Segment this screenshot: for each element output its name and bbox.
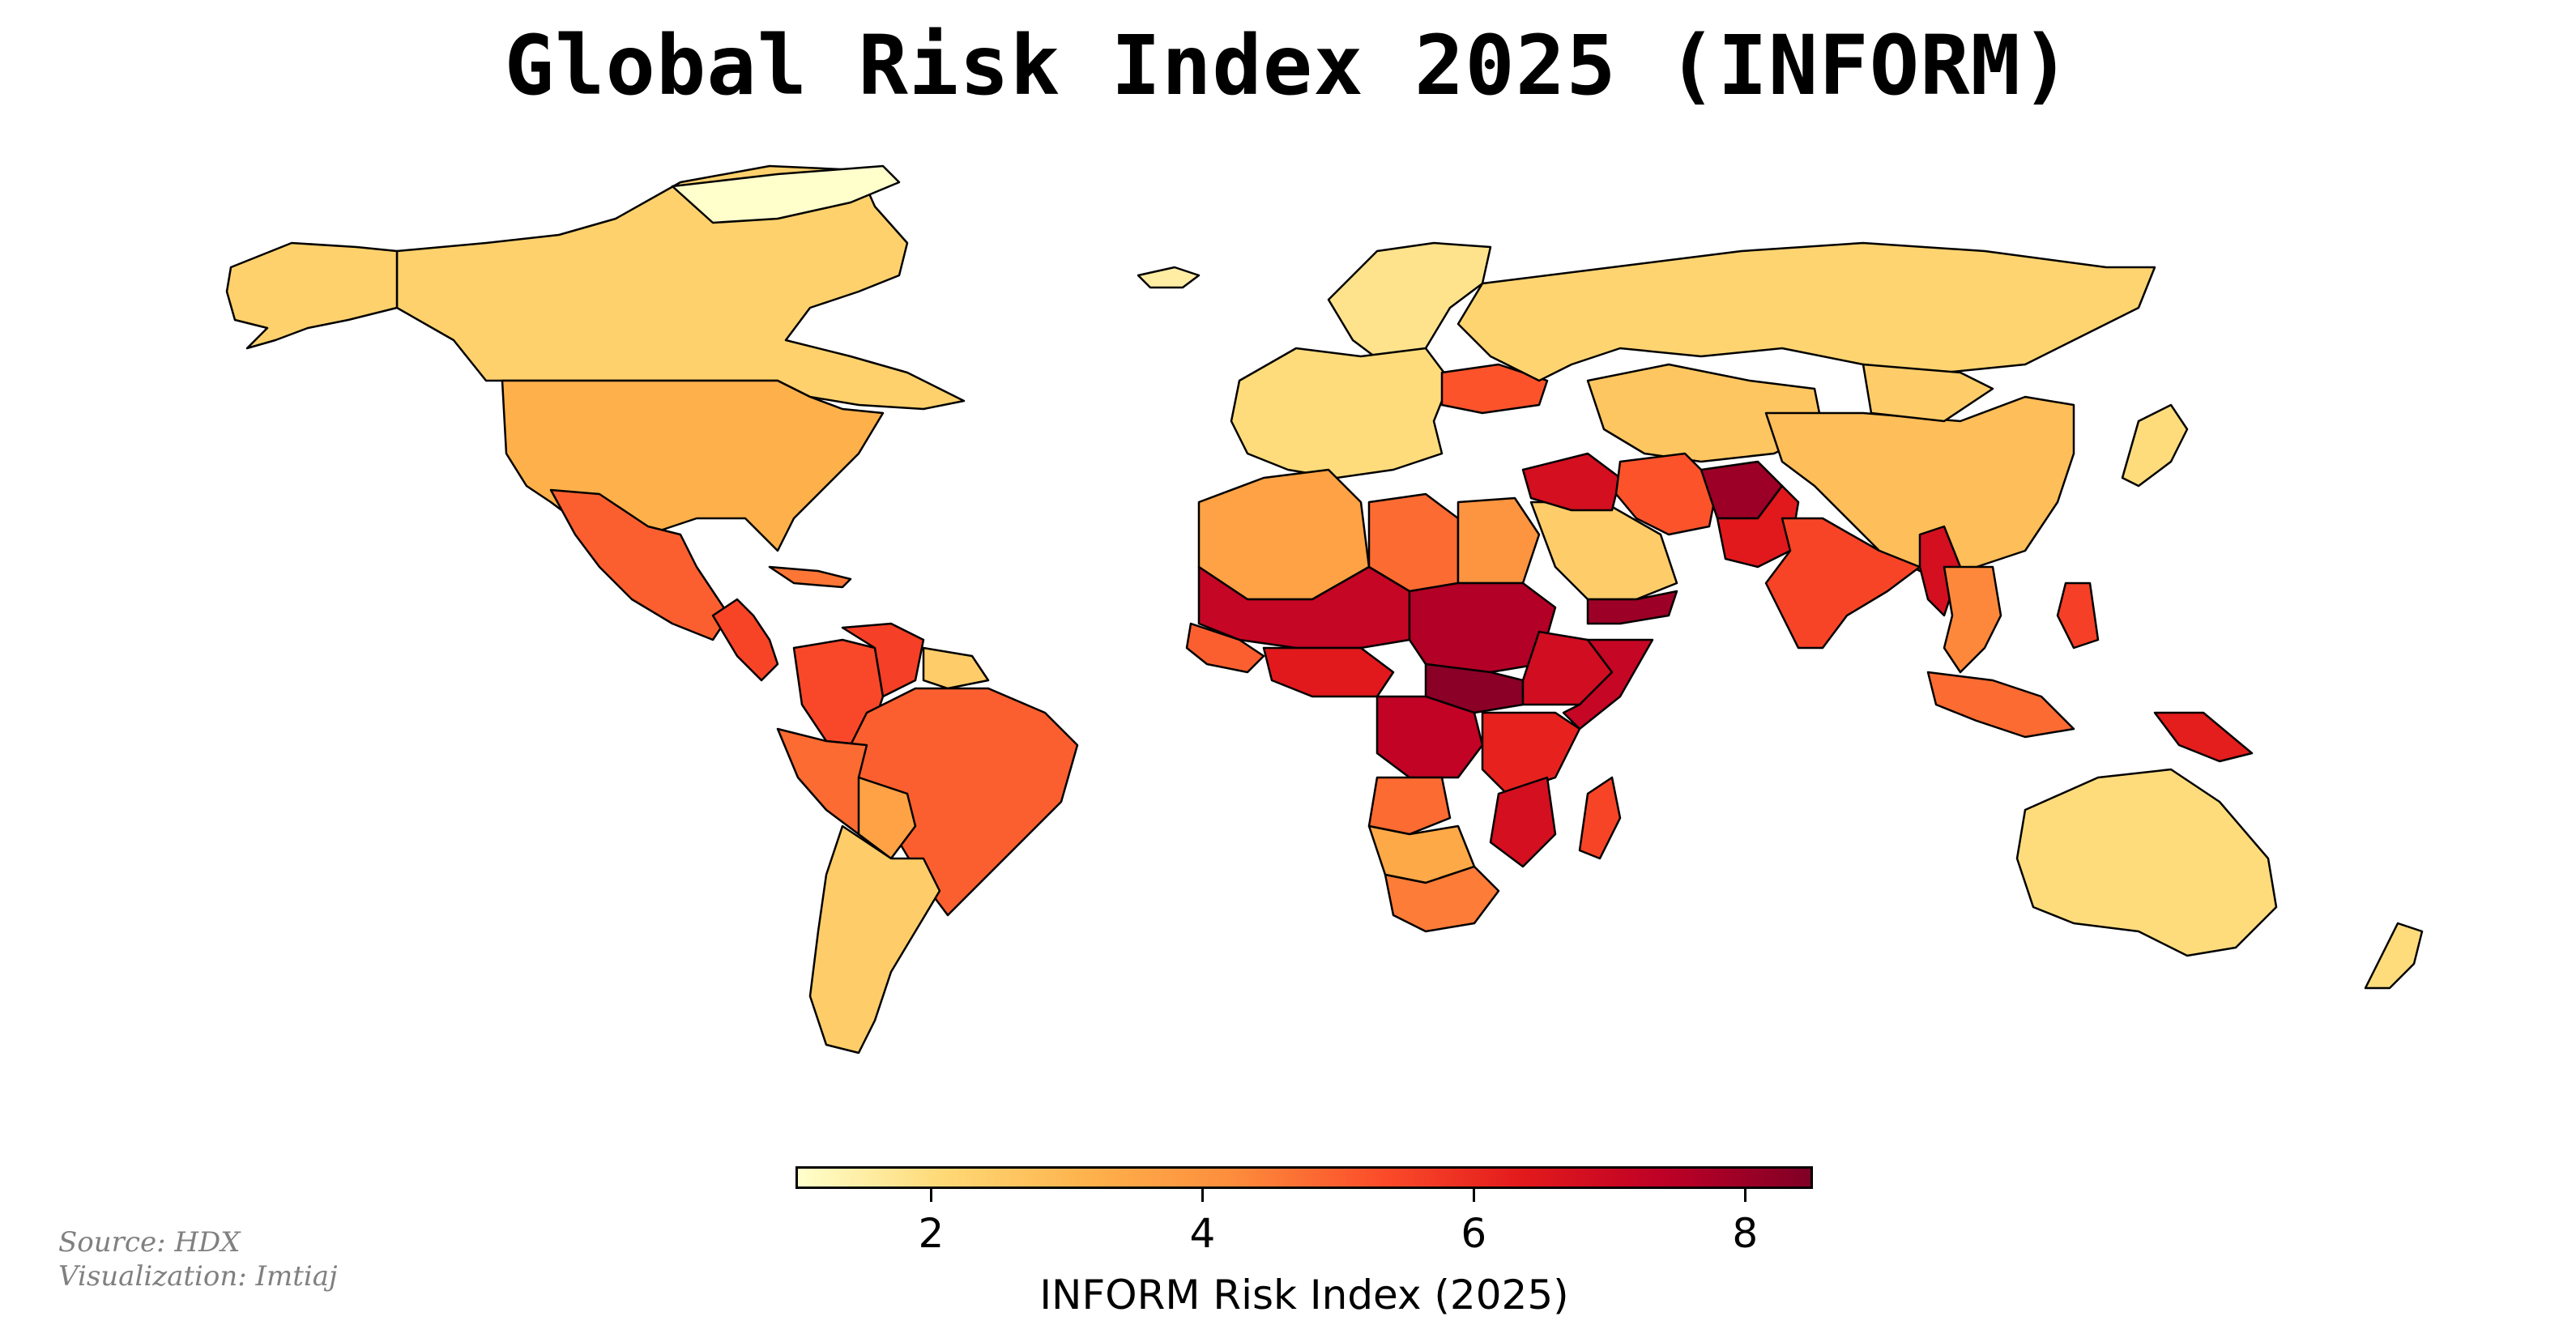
region-india: India <box>1764 517 1921 650</box>
region-caribbean: Caribbean <box>768 565 852 589</box>
colorbar-tick <box>929 1189 932 1202</box>
region-iran: Iran <box>1614 452 1719 536</box>
region-somalia: Somalia <box>1562 638 1654 731</box>
region-southeast-asia: Southeast Asia <box>1943 565 2002 674</box>
colorbar-title: INFORM Risk Index (2025) <box>1039 1272 1569 1319</box>
page-title: Global Risk Index 2025 (INFORM) <box>504 18 2072 114</box>
colorbar-tick-label: 2 <box>918 1210 945 1257</box>
region-new-zealand: New Zealand <box>2364 922 2424 990</box>
region-syria-iraq: Syria/Iraq <box>1521 452 1622 512</box>
region-western-europe: Western Europe <box>1230 347 1452 479</box>
region-kenya-tanzania: Kenya/Tanzania <box>1481 711 1581 795</box>
region-ukraine: Ukraine <box>1440 363 1549 415</box>
region-mozambique: Mozambique <box>1489 776 1557 868</box>
region-argentina-chile: Argentina/Chile <box>808 824 941 1054</box>
region-dr-congo: DR Congo <box>1375 695 1484 779</box>
region-central-america: Central America <box>711 598 779 682</box>
region-guianas: Guianas <box>922 646 990 690</box>
region-japan: Japan <box>2121 403 2189 488</box>
region-bolivia: Bolivia <box>857 776 917 860</box>
colorbar-tick-label: 6 <box>1461 1210 1487 1257</box>
region-north-africa: North Africa <box>1197 468 1371 601</box>
source-credit: Source: HDX <box>58 1226 241 1259</box>
region-australia: Australia <box>2015 768 2278 957</box>
visualization-credit: Visualization: Imtiaj <box>58 1260 338 1293</box>
colorbar-tick <box>1201 1189 1204 1202</box>
region-venezuela: Venezuela <box>841 622 925 698</box>
region-iceland: Iceland <box>1137 266 1201 289</box>
region-mongolia: Mongolia <box>1862 363 1994 423</box>
region-united-states: United States <box>501 379 885 560</box>
region-greenland: Greenland <box>671 164 901 224</box>
region-china: China <box>1764 395 2075 577</box>
region-nigeria: Nigeria <box>1262 646 1395 698</box>
region-egypt: Egypt <box>1456 496 1541 585</box>
region-russia: Russia <box>1456 241 2156 382</box>
region-west-africa-coast: West Africa coast <box>1185 622 1265 674</box>
region-canada: Canada <box>395 164 966 411</box>
region-yemen: Yemen <box>1586 590 1678 625</box>
colorbar-tick <box>1743 1189 1746 1202</box>
region-south-africa: South Africa <box>1384 865 1500 933</box>
colorbar-tick-label: 4 <box>1189 1210 1216 1257</box>
colorbar-tick-label: 8 <box>1732 1210 1759 1257</box>
colorbar-gradient <box>795 1166 1813 1189</box>
region-papua-new-guinea: Papua New Guinea <box>2153 711 2254 763</box>
region-alaska: Alaska <box>225 241 399 350</box>
colorbar-tick <box>1472 1189 1475 1202</box>
region-madagascar: Madagascar <box>1578 776 1622 860</box>
region-philippines: Philippines <box>2056 582 2100 650</box>
region-indonesia: Indonesia <box>1926 671 2075 739</box>
region-angola: Angola <box>1367 776 1452 836</box>
region-scandinavia: Scandinavia <box>1327 241 1492 366</box>
